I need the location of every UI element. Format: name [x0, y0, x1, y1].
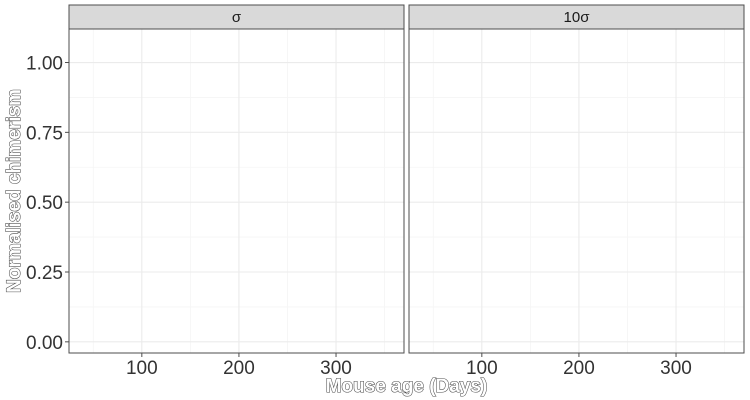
- panel-border-1: [68, 28, 405, 354]
- x-tick-label: 300: [320, 358, 352, 379]
- x-tick-label: 100: [466, 358, 498, 379]
- facet-strip-1: [68, 4, 405, 30]
- y-tick-label: 0.00: [26, 333, 63, 354]
- panel-border-2: [408, 28, 745, 354]
- x-tick-label: 200: [223, 358, 255, 379]
- x-tick-label: 100: [126, 358, 158, 379]
- x-tick-label: 300: [660, 358, 692, 379]
- y-axis-title: Normalised chimerism: [4, 89, 25, 293]
- y-tick-label: 0.25: [26, 263, 63, 284]
- facet-label-2: 10σ: [564, 9, 591, 26]
- x-tick-label: 200: [563, 358, 595, 379]
- y-tick-label: 1.00: [26, 54, 63, 75]
- panel-background-1: [69, 29, 404, 353]
- x-axis-title: Mouse age (Days): [326, 376, 488, 397]
- y-tick-label: 0.50: [26, 193, 63, 214]
- facet-label-1: σ: [232, 9, 242, 26]
- y-tick-label: 0.75: [26, 123, 63, 144]
- panel-background-2: [409, 29, 744, 353]
